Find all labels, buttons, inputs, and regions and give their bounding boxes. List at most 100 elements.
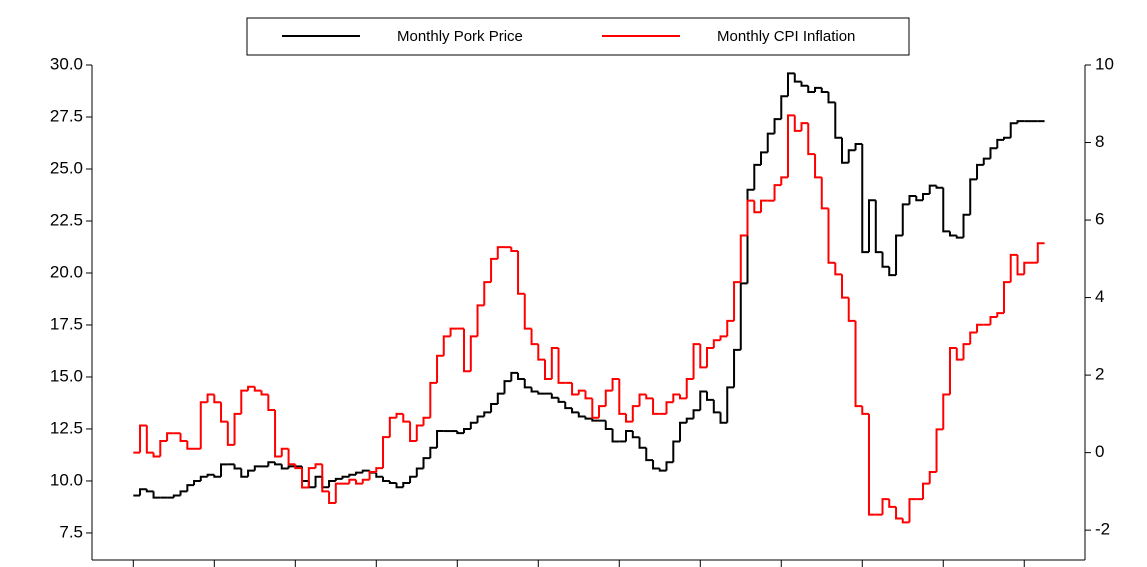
line-step	[719, 412, 728, 424]
line-step	[395, 412, 404, 418]
line-step	[456, 431, 465, 435]
line-step	[793, 115, 802, 132]
y2-tick-label: 2	[1095, 365, 1104, 384]
line-step	[388, 480, 397, 485]
line-step	[436, 354, 444, 383]
line-step	[996, 312, 1004, 317]
line-step	[584, 390, 593, 400]
line-step	[948, 346, 957, 395]
line-step	[510, 371, 519, 382]
y2-tick-label: 6	[1095, 210, 1104, 229]
line-step	[145, 425, 154, 454]
line-step	[402, 482, 411, 488]
line-step	[382, 476, 390, 482]
line-step	[220, 402, 228, 423]
line-step	[719, 335, 728, 341]
line-step	[726, 319, 735, 337]
line-step	[253, 386, 262, 392]
line-step	[577, 412, 586, 418]
line-step	[820, 177, 829, 210]
line-step	[800, 122, 809, 131]
line-step	[361, 469, 370, 473]
line-step	[631, 405, 640, 422]
line-step	[861, 144, 869, 254]
line-step	[213, 474, 222, 478]
line-step	[827, 208, 836, 264]
line-step	[679, 421, 687, 442]
line-step	[584, 416, 593, 420]
line-step	[867, 413, 876, 516]
y2-tick-label: 10	[1095, 54, 1114, 73]
line-step	[186, 440, 195, 450]
line-step	[314, 475, 323, 488]
line-step	[530, 387, 539, 393]
y-tick-label: 30.0	[50, 54, 83, 73]
line-step	[274, 409, 282, 458]
y-tick-label: 15.0	[50, 366, 83, 385]
line-step	[631, 431, 640, 439]
line-step	[841, 274, 849, 299]
line-step	[429, 446, 438, 459]
line-step	[935, 185, 944, 189]
line-step	[496, 246, 505, 259]
line-step	[159, 439, 168, 457]
line-step	[746, 188, 755, 284]
line-step	[267, 461, 276, 467]
line-step	[712, 399, 721, 414]
line-step	[368, 471, 377, 480]
line-step	[854, 143, 863, 151]
line-step	[145, 489, 154, 493]
line-step	[233, 412, 242, 445]
line-step	[382, 436, 390, 469]
line-step	[375, 467, 384, 473]
line-step	[571, 408, 579, 414]
line-step	[348, 473, 357, 477]
line-step	[280, 447, 289, 457]
line-step	[220, 463, 228, 477]
line-step	[564, 401, 573, 410]
line-step	[760, 199, 768, 213]
line-step	[463, 328, 471, 373]
line-step	[867, 199, 876, 253]
line-step	[537, 391, 546, 395]
line-step	[280, 464, 289, 470]
line-step	[807, 85, 816, 94]
line-step	[557, 397, 566, 403]
line-step	[1003, 281, 1011, 314]
line-step	[537, 344, 546, 361]
line-step	[483, 411, 492, 417]
line-step	[786, 72, 795, 97]
line-step	[355, 479, 363, 485]
line-step	[206, 393, 215, 403]
line-step	[638, 393, 647, 407]
line-step	[814, 154, 822, 179]
line-step	[152, 491, 161, 499]
line-step	[739, 282, 748, 350]
line-step	[429, 381, 438, 418]
line-step	[760, 151, 768, 165]
line-step	[739, 234, 748, 283]
y-tick-label: 22.5	[50, 210, 83, 229]
line-step	[908, 195, 917, 205]
y-tick-label: 27.5	[50, 106, 83, 125]
line-step	[766, 132, 775, 153]
line-step	[625, 430, 633, 442]
line-step	[922, 482, 930, 500]
line-step	[361, 478, 370, 484]
y-tick-label: 7.5	[59, 522, 83, 541]
line-step	[449, 327, 458, 337]
line-step	[469, 421, 478, 429]
line-step	[334, 477, 343, 481]
line-step	[213, 394, 222, 404]
line-step	[996, 138, 1004, 149]
line-step	[786, 114, 795, 178]
line-step	[834, 102, 843, 139]
line-step	[199, 401, 208, 449]
line-step	[193, 479, 201, 486]
line-step	[226, 421, 235, 446]
line-step	[679, 394, 687, 400]
line-step	[1009, 122, 1018, 138]
line-step	[517, 372, 525, 381]
line-step	[969, 331, 978, 345]
line-step	[976, 323, 984, 333]
